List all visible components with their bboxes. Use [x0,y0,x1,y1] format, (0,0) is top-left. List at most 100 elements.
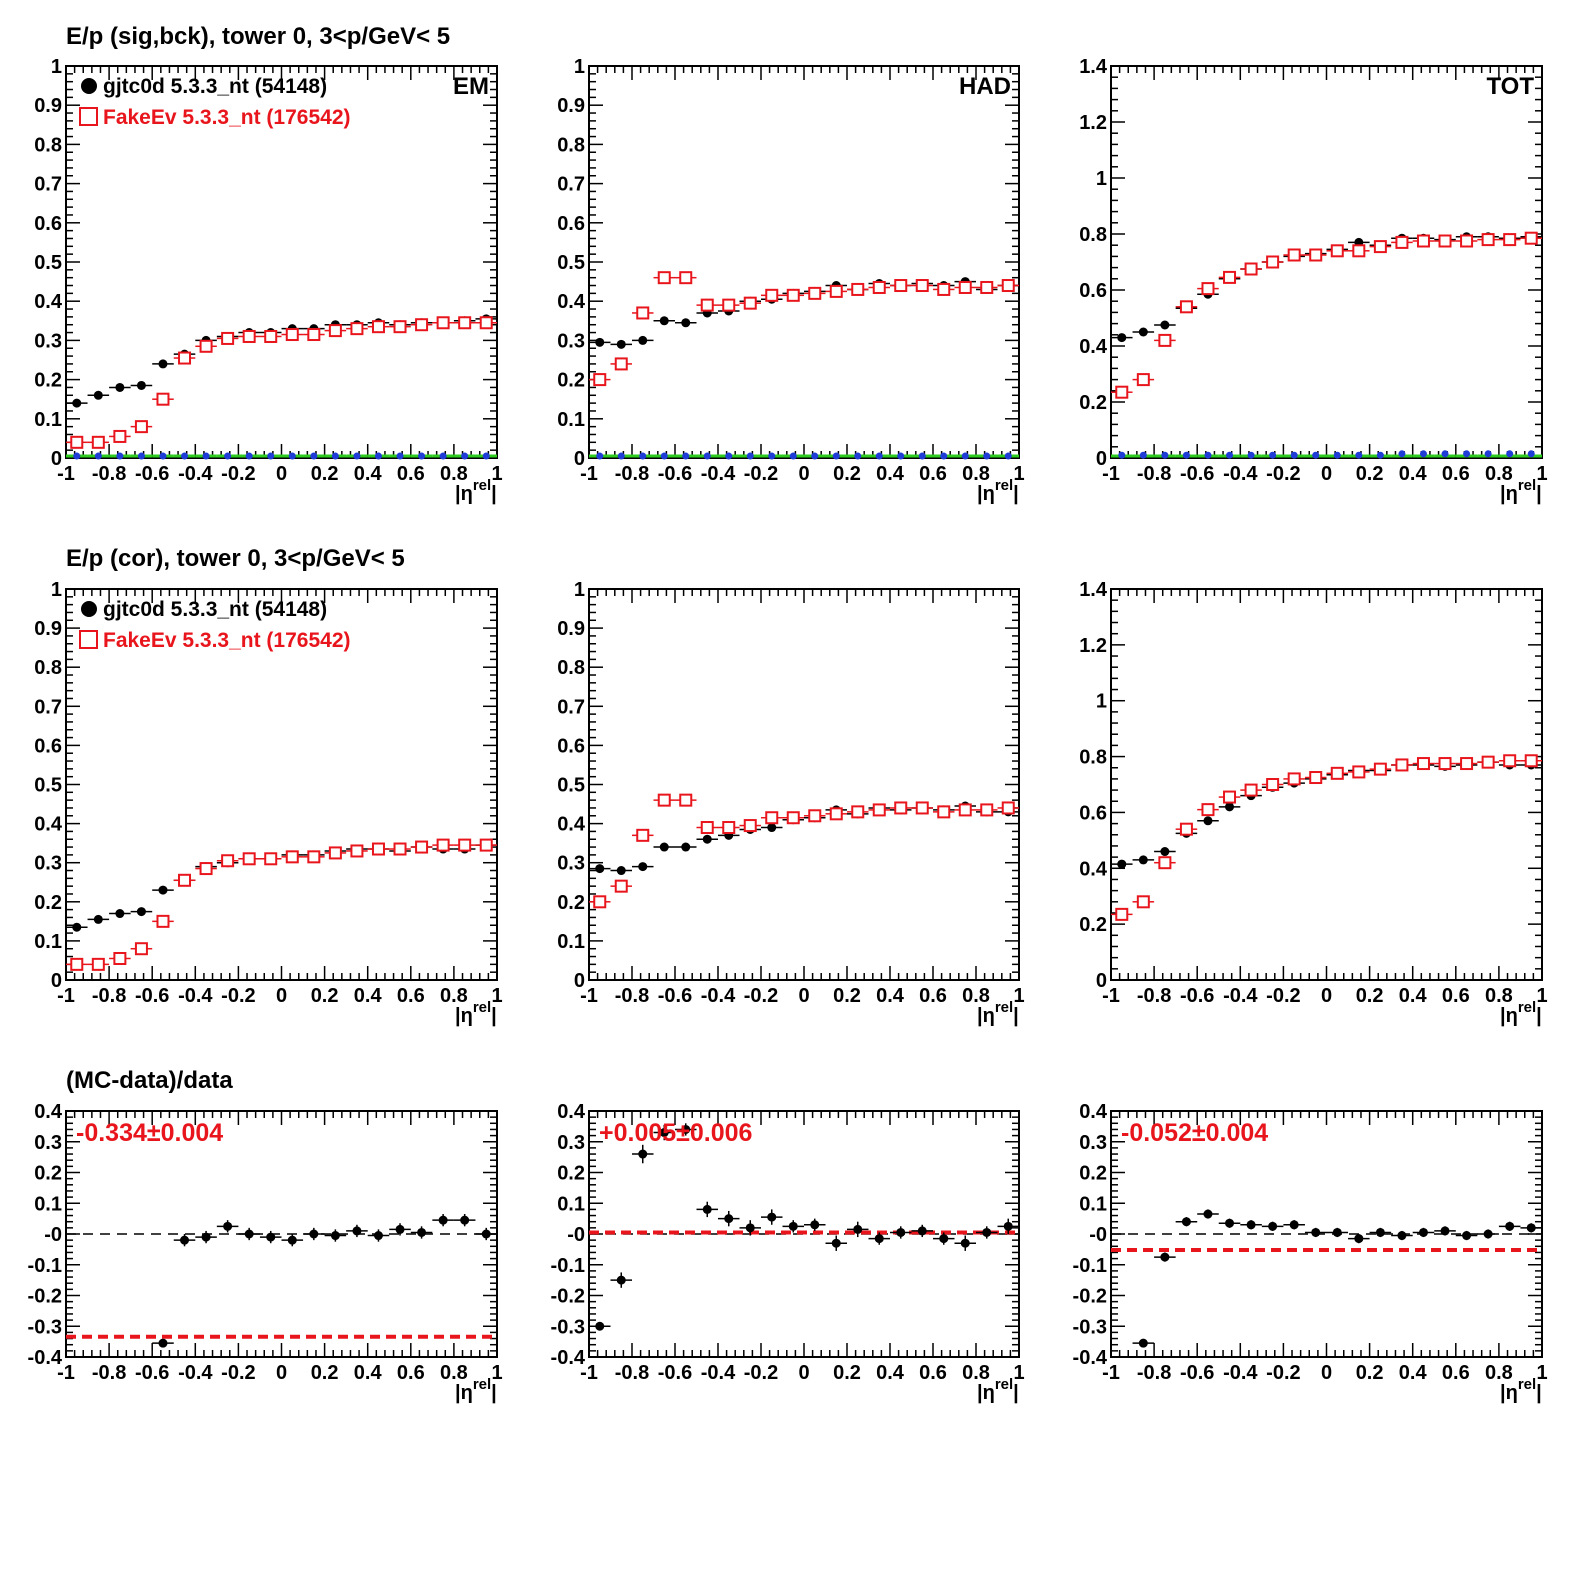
x-tick-label: 0.8 [1485,1362,1513,1384]
y-tick-label: -0.2 [1073,1286,1107,1308]
x-tick-label: -0.8 [92,1362,126,1384]
blue-marker [1290,451,1298,459]
blue-marker [746,452,754,460]
mc-point [1136,373,1150,387]
mc-point [894,801,908,815]
mc-point [393,320,407,334]
y-tick-label: 0.3 [34,1132,62,1154]
y-tick-label: 1.2 [1079,112,1107,134]
data-point [115,909,125,919]
x-axis-label: |ηrel| [977,1376,1019,1404]
blue-marker [1269,451,1277,459]
mc-point [1266,255,1280,269]
ratio-point [1203,1209,1213,1219]
mc-point [1287,248,1301,262]
data-point [1203,816,1213,826]
y-tick-label: 0.5 [34,252,62,274]
y-tick-label: 0.9 [34,95,62,117]
y-tick-label: 0.6 [34,213,62,235]
y-tick-label: 0.4 [34,1101,63,1123]
ratio-point [1440,1226,1450,1236]
data-point [638,335,648,345]
x-tick-label: 0.4 [876,463,905,485]
mc-point [221,854,235,868]
ratio-point [681,1124,691,1134]
mc-point [1244,262,1258,276]
y-tick-label: 0.6 [557,735,585,757]
blue-marker [1484,450,1492,458]
mc-point [786,811,800,825]
y-tick-label: 0.4 [1079,336,1108,358]
x-tick-label: 0.6 [397,1362,425,1384]
mc-point [958,280,972,294]
blue-marker [267,452,275,460]
mc-point [1201,803,1215,817]
x-tick-label: -0.2 [221,1362,255,1384]
y-tick-label: 0.1 [34,1193,62,1215]
y-tick-label: 0.7 [34,696,62,718]
x-tick-label: 0.4 [354,1362,383,1384]
legend-mc-marker [79,630,98,649]
y-tick-label: 0.3 [557,1132,585,1154]
blue-marker [811,452,819,460]
y-tick-label: 0.4 [1079,1101,1108,1123]
y-tick-label: 0.1 [34,931,62,953]
x-tick-label: 0 [1321,985,1332,1007]
y-tick-label: 0.6 [1079,802,1107,824]
ratio-point [1505,1221,1515,1231]
data-point [681,318,691,328]
ratio-point [595,1321,605,1331]
mc-point [743,296,757,310]
ratio-point [1138,1338,1148,1348]
mc-point [156,914,170,928]
blue-marker [768,452,776,460]
x-tick-label: 0 [276,985,287,1007]
mc-point [307,328,321,342]
data-point [1160,320,1170,330]
x-tick-label: 0.2 [1356,463,1384,485]
ratio-point [917,1226,927,1236]
y-tick-label: 0.4 [557,814,586,836]
mc-point [851,805,865,819]
y-tick-label: 0.4 [34,291,63,313]
data-point [136,380,146,390]
y-tick-label: 0.3 [34,330,62,352]
ratio-point [1268,1221,1278,1231]
x-tick-label: 0.2 [311,985,339,1007]
y-tick-label: -0 [44,1224,62,1246]
mc-point [765,288,779,302]
x-tick-label: 0.6 [919,463,947,485]
x-tick-label: 0.4 [1399,985,1428,1007]
ratio-point [158,1338,168,1348]
x-tick-label: 1 [1013,463,1024,485]
blue-marker [1355,451,1363,459]
mc-point [636,828,650,842]
ratio-point [1418,1227,1428,1237]
ratio-point [896,1227,906,1237]
x-axis-label: |ηrel| [1500,999,1542,1027]
x-tick-label: -0.4 [1223,463,1258,485]
data-point [1117,333,1127,343]
mc-point [113,951,127,965]
panel-label: EM [453,73,489,100]
data-point [681,842,691,852]
blue-marker [1226,451,1234,459]
blue-marker [1204,451,1212,459]
y-tick-label: 0.6 [557,213,585,235]
mc-point [1438,234,1452,248]
x-tick-label: -0.8 [92,985,126,1007]
mean-annotation: -0.052±0.004 [1121,1119,1268,1147]
blue-marker [940,452,948,460]
x-tick-label: -0.8 [1137,985,1171,1007]
ratio-point [460,1215,470,1225]
mc-point [1158,333,1172,347]
blue-marker [617,452,625,460]
x-tick-label: -0.6 [135,985,169,1007]
blue-marker [725,452,733,460]
mc-point [415,318,429,332]
ratio-point [352,1226,362,1236]
mc-point [700,298,714,312]
mc-point [722,298,736,312]
mc-point [1524,754,1538,768]
x-tick-label: 0.6 [1442,985,1470,1007]
